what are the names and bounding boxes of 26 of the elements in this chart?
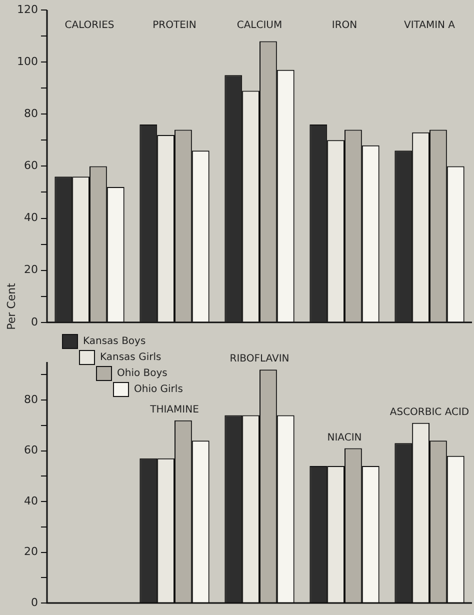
x-tick-label: CALORIES	[64, 20, 114, 31]
y-tick-label: 40	[24, 211, 38, 224]
y-tick-label: 0	[31, 596, 38, 609]
y-tick-label: 80	[24, 106, 38, 120]
y-tick-label: 80	[24, 392, 38, 406]
legend-label: Ohio Boys	[117, 368, 168, 379]
y-tick-label: 120	[17, 2, 38, 16]
y-axis-title: Per Cent	[4, 283, 18, 330]
x-tick-label: VITAMIN A	[404, 20, 456, 31]
legend-label: Kansas Boys	[83, 336, 146, 347]
y-tick-label: 40	[24, 494, 38, 508]
y-tick-label: 20	[24, 263, 38, 276]
x-tick-label: THIAMINE	[149, 404, 199, 416]
legend-label: Kansas Girls	[100, 352, 162, 363]
y-tick-label: 20	[24, 545, 38, 558]
y-tick-label: 60	[24, 159, 38, 172]
x-tick-label: NIACIN	[327, 432, 362, 444]
x-tick-label: ASCORBIC ACID	[390, 406, 470, 418]
y-tick-label: 60	[24, 444, 38, 457]
x-tick-label: RIBOFLAVIN	[230, 354, 290, 365]
x-tick-label: CALCIUM	[236, 20, 282, 31]
x-tick-label: IRON	[332, 20, 358, 31]
y-tick-label: 0	[31, 315, 38, 328]
legend-label: Ohio Girls	[134, 384, 183, 395]
x-tick-label: PROTEIN	[152, 20, 196, 31]
y-tick-label: 100	[17, 54, 38, 68]
